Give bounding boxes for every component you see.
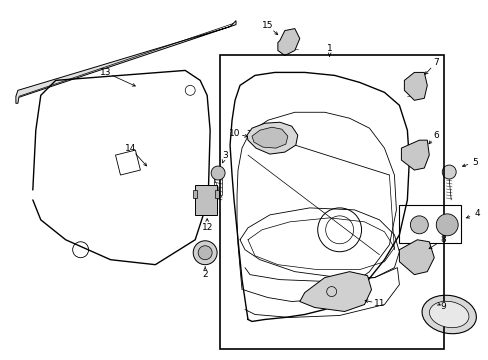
Text: 4: 4: [473, 210, 479, 219]
Text: 3: 3: [222, 150, 227, 159]
Text: 15: 15: [262, 21, 273, 30]
Polygon shape: [404, 72, 427, 100]
Ellipse shape: [428, 301, 468, 328]
Circle shape: [198, 246, 212, 260]
Polygon shape: [299, 272, 371, 311]
Bar: [195, 185, 217, 215]
Bar: [399, 205, 460, 243]
Bar: [220, 55, 443, 349]
Text: 7: 7: [432, 58, 438, 67]
Text: 14: 14: [124, 144, 136, 153]
Circle shape: [409, 216, 427, 234]
Text: 12: 12: [201, 223, 212, 232]
Text: 8: 8: [440, 235, 445, 244]
Text: 13: 13: [100, 68, 111, 77]
Text: 6: 6: [432, 131, 438, 140]
Text: 5: 5: [471, 158, 477, 167]
Text: 1: 1: [326, 44, 332, 53]
Ellipse shape: [421, 295, 475, 334]
Text: 10: 10: [229, 129, 240, 138]
Polygon shape: [401, 140, 428, 170]
Polygon shape: [246, 122, 297, 154]
Polygon shape: [16, 21, 236, 103]
Circle shape: [193, 241, 217, 265]
Circle shape: [435, 214, 457, 236]
Polygon shape: [115, 150, 140, 175]
Text: 9: 9: [440, 302, 445, 311]
Polygon shape: [399, 240, 433, 275]
Text: 11: 11: [373, 299, 385, 308]
Circle shape: [441, 165, 455, 179]
Polygon shape: [251, 127, 287, 148]
Text: 2: 2: [202, 270, 207, 279]
Bar: [215, 190, 219, 198]
Circle shape: [211, 166, 224, 180]
Bar: [193, 190, 197, 198]
Polygon shape: [277, 28, 299, 55]
